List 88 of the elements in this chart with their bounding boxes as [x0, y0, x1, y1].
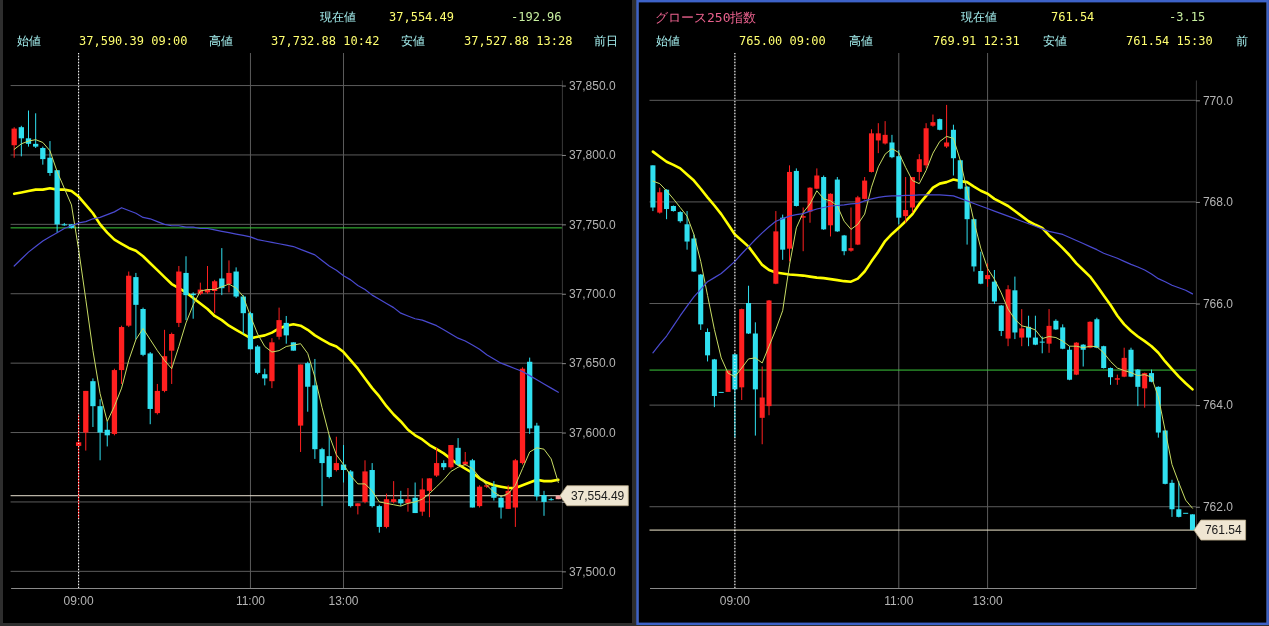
candlestick	[848, 207, 854, 253]
candlestick	[183, 255, 189, 321]
candlestick	[944, 104, 950, 149]
candlestick	[33, 112, 39, 149]
line-series	[651, 150, 1194, 391]
text: 高値	[209, 34, 233, 48]
text: 769.91 12:31	[933, 34, 1020, 48]
x-tick-label: 11:00	[884, 593, 914, 608]
candlestick	[498, 495, 504, 520]
y-tick-label: 764.0	[1202, 398, 1234, 413]
text: 現在値	[961, 10, 997, 24]
text: 安値	[1043, 34, 1067, 48]
candlestick	[226, 259, 232, 293]
candlestick	[476, 484, 483, 508]
candlestick	[376, 504, 382, 534]
y-tick-label: 37,650.0	[568, 356, 616, 371]
text: 安値	[401, 34, 425, 48]
text: 765.00 09:00	[739, 34, 826, 48]
x-tick-label: 11:00	[235, 593, 266, 608]
candlestick	[916, 153, 922, 182]
y-tick-label: 37,500.0	[568, 564, 616, 579]
y-tick-label: 37,750.0	[568, 217, 616, 232]
candlestick	[433, 447, 440, 478]
candlestick	[664, 188, 670, 220]
candlestick	[985, 262, 991, 288]
candlestick	[930, 114, 936, 128]
y-tick-label: 768.0	[1202, 195, 1234, 210]
y-tick-label: 37,850.0	[568, 78, 616, 93]
text: 始値	[17, 34, 41, 48]
x-tick-label: 09:00	[63, 593, 94, 608]
y-tick-label: 37,800.0	[568, 148, 616, 163]
candlestick	[18, 125, 24, 157]
candlestick	[903, 176, 909, 224]
candlestick	[405, 487, 411, 513]
y-tick-label: 762.0	[1202, 500, 1234, 515]
candlestick	[991, 269, 997, 305]
text: 前日	[594, 34, 618, 48]
x-tick-label: 13:00	[972, 593, 1003, 608]
text: 始値	[656, 34, 680, 48]
candlestick	[978, 251, 984, 285]
candlestick	[283, 315, 289, 345]
candlestick	[276, 307, 282, 341]
candlestick	[40, 146, 46, 166]
line-series	[652, 135, 1193, 509]
text: 761.54	[1051, 10, 1095, 24]
line-series	[13, 207, 559, 393]
candlestick	[882, 120, 888, 146]
candlestick	[800, 207, 806, 252]
candlestick	[319, 447, 325, 507]
chart-title: グロース250指数	[655, 9, 757, 25]
candlestick	[1019, 308, 1025, 347]
text: 現在値	[320, 10, 356, 24]
text: 高値	[849, 34, 873, 48]
candlestick	[169, 332, 175, 385]
text: 前	[1236, 34, 1248, 48]
text: -3.15	[1169, 10, 1206, 24]
candlestick	[448, 444, 454, 470]
y-tick-label: 37,600.0	[568, 425, 616, 440]
candlestick	[1032, 315, 1038, 346]
text: 37,527.88 13:28	[464, 34, 573, 48]
candlestick	[419, 477, 425, 517]
x-tick-label: 13:00	[328, 593, 359, 608]
candlestick	[11, 126, 17, 159]
text: -192.96	[511, 10, 562, 24]
candlestick	[1121, 347, 1127, 378]
candlestick	[305, 361, 311, 413]
text: 37,590.39 09:00	[79, 34, 188, 48]
text: 761.54 15:30	[1126, 34, 1213, 48]
candlestick	[333, 436, 340, 472]
candlestick	[1026, 315, 1032, 347]
candlestick	[657, 187, 663, 215]
candlestick	[455, 437, 461, 467]
candlestick	[875, 122, 881, 154]
x-tick-label: 09:00	[719, 593, 751, 608]
y-tick-label: 37,700.0	[568, 287, 616, 302]
candlestick	[391, 480, 397, 504]
candlestick	[705, 327, 711, 362]
candlestick	[426, 477, 433, 518]
y-tick-label: 770.0	[1202, 93, 1234, 108]
text: 37,554.49	[389, 10, 455, 24]
text: 37,732.88 10:42	[271, 34, 380, 48]
ref-line-label: 761.54	[1204, 523, 1242, 538]
candlestick	[75, 414, 82, 520]
ref-line-label: 37,554.49	[570, 488, 625, 503]
candlestick	[154, 383, 161, 415]
candlestick	[1046, 308, 1052, 354]
candlestick	[541, 490, 547, 517]
y-tick-label: 766.0	[1202, 296, 1234, 311]
